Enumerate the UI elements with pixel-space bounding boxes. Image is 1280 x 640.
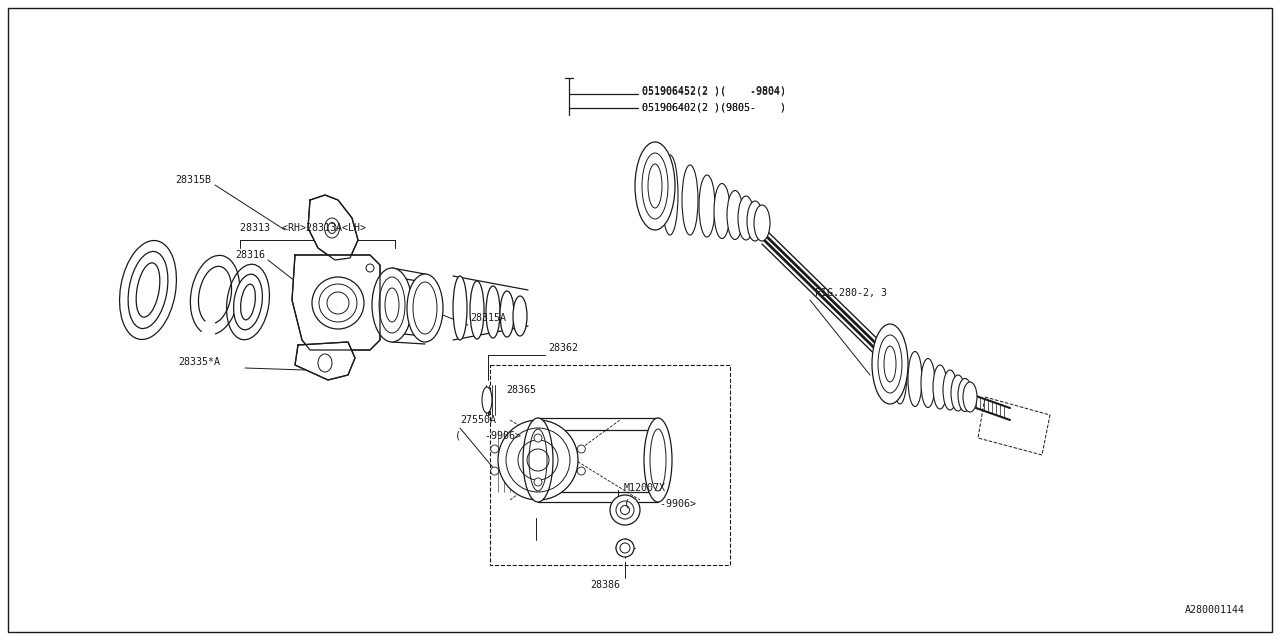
Ellipse shape (727, 191, 742, 239)
Ellipse shape (453, 276, 467, 340)
Ellipse shape (470, 281, 484, 339)
Text: M12007X: M12007X (625, 483, 666, 493)
Ellipse shape (957, 378, 972, 412)
Ellipse shape (483, 387, 492, 413)
Ellipse shape (714, 184, 730, 239)
Ellipse shape (534, 434, 541, 442)
Text: 28315B: 28315B (175, 175, 211, 185)
Polygon shape (292, 255, 380, 350)
Text: 28335*A: 28335*A (178, 357, 220, 367)
Polygon shape (308, 195, 358, 260)
Ellipse shape (739, 196, 754, 240)
Ellipse shape (534, 478, 541, 486)
Text: 28386: 28386 (590, 580, 620, 590)
Ellipse shape (951, 375, 965, 411)
Ellipse shape (500, 291, 515, 337)
Text: 28313  <RH>28313A<LH>: 28313 <RH>28313A<LH> (241, 223, 366, 233)
Text: 28365: 28365 (506, 385, 536, 395)
Ellipse shape (312, 277, 364, 329)
Ellipse shape (893, 342, 908, 404)
Ellipse shape (635, 142, 675, 230)
Text: 28316: 28316 (236, 250, 265, 260)
Ellipse shape (616, 539, 634, 557)
Text: 27550A: 27550A (460, 415, 497, 425)
Ellipse shape (933, 365, 947, 409)
Text: 051906452(2 )(    -9804): 051906452(2 )( -9804) (643, 86, 786, 96)
Text: 28315A: 28315A (470, 313, 506, 323)
Ellipse shape (498, 420, 579, 500)
Ellipse shape (407, 274, 443, 342)
Ellipse shape (490, 467, 499, 475)
Ellipse shape (922, 358, 934, 408)
Ellipse shape (699, 175, 716, 237)
Text: 051906402(2 )(9805-    ): 051906402(2 )(9805- ) (643, 102, 786, 112)
Ellipse shape (644, 418, 672, 502)
Ellipse shape (577, 467, 585, 475)
Ellipse shape (963, 382, 977, 412)
Ellipse shape (872, 324, 908, 404)
Ellipse shape (943, 370, 957, 410)
Text: 051906402(2 )(9805-    ): 051906402(2 )(9805- ) (643, 102, 786, 112)
Ellipse shape (513, 296, 527, 336)
Ellipse shape (372, 268, 412, 342)
Text: 28362: 28362 (548, 343, 579, 353)
Text: 051906452(2 )(    -9804): 051906452(2 )( -9804) (643, 85, 786, 95)
Ellipse shape (233, 274, 262, 330)
Text: (     -9906>: ( -9906> (625, 498, 696, 508)
Bar (490, 365, 730, 565)
Ellipse shape (577, 445, 585, 453)
Ellipse shape (128, 252, 168, 328)
Ellipse shape (524, 418, 553, 502)
Text: FIG.280-2, 3: FIG.280-2, 3 (815, 288, 887, 298)
Ellipse shape (748, 201, 763, 241)
Ellipse shape (611, 495, 640, 525)
Text: A280001144: A280001144 (1185, 605, 1245, 615)
Text: (    -9906>: ( -9906> (454, 430, 521, 440)
Ellipse shape (754, 205, 771, 241)
Ellipse shape (908, 351, 922, 406)
Ellipse shape (486, 286, 500, 338)
Ellipse shape (682, 165, 698, 235)
Ellipse shape (662, 155, 678, 235)
Ellipse shape (490, 445, 499, 453)
Polygon shape (294, 342, 355, 380)
